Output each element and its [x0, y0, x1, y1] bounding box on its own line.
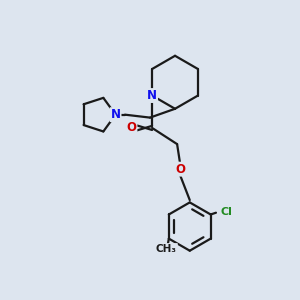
Text: N: N: [111, 108, 121, 121]
Text: O: O: [175, 163, 185, 176]
Text: O: O: [127, 122, 136, 134]
Text: N: N: [147, 89, 157, 102]
Text: CH₃: CH₃: [156, 244, 177, 254]
Text: Cl: Cl: [220, 206, 232, 217]
